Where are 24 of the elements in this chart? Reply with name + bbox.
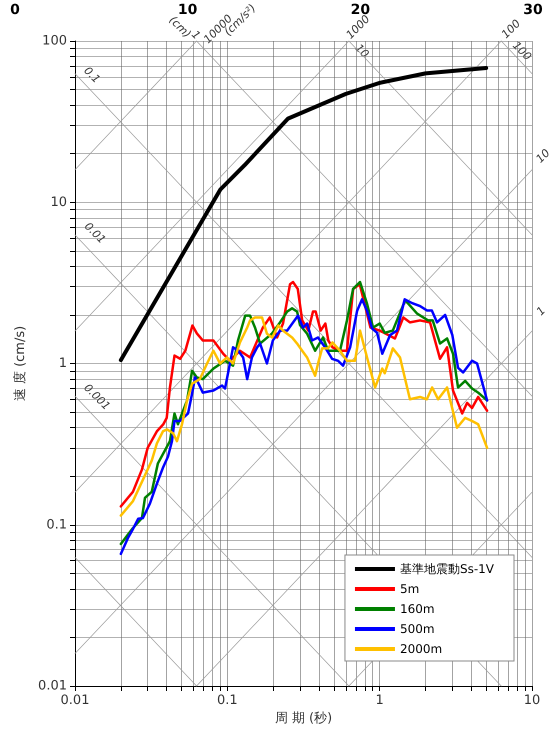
y-tick-label: 0.01 <box>38 678 67 694</box>
x2-tick-label: 10 <box>178 2 198 18</box>
x2-tick-label: 30 <box>523 2 543 18</box>
x2-tick-label: 0 <box>10 2 20 18</box>
legend-label: 5m <box>400 582 420 596</box>
legend-label: 500m <box>400 622 435 636</box>
x-tick-label: 0.01 <box>60 693 90 708</box>
x-axis-title: 周 期 (秒) <box>274 710 332 726</box>
text: 1 <box>534 304 548 318</box>
legend-label: 160m <box>400 602 435 616</box>
y-tick-label: 0.1 <box>46 517 67 532</box>
y-tick-label: 10 <box>50 194 67 210</box>
y-axis-title: 速 度 (cm/s) <box>12 326 28 402</box>
annotation: 10 <box>352 41 372 61</box>
legend-label: 基準地震動Ss-1V <box>400 562 495 576</box>
x-tick-label: 0.1 <box>216 693 238 708</box>
annotation: 0.1 <box>81 64 103 86</box>
y-tick-label: 100 <box>42 34 67 48</box>
x-tick-label: 1 <box>376 693 384 708</box>
text: 10 <box>533 146 550 166</box>
y-tick-label: 1 <box>58 356 67 371</box>
x-tick-label: 10 <box>524 693 540 708</box>
legend-label: 2000m <box>400 642 442 656</box>
annotation: 100 <box>510 38 534 64</box>
